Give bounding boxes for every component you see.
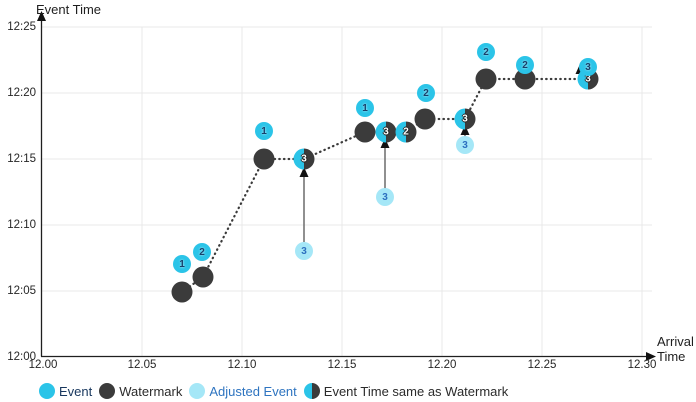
y-tick-label: 12:00 [7,351,36,363]
y-tick-label: 12:25 [7,21,36,33]
legend-label: Event [59,383,93,399]
x-tick-label: 12.25 [527,359,557,371]
event-dot-icon [39,383,55,399]
x-tick-label: 12.05 [127,359,157,371]
legend-label: Watermark [119,383,183,399]
x-tick-label: 12.00 [28,359,58,371]
same-dot-icon [303,383,320,399]
x-tick-label: 12.30 [627,359,657,371]
x-tick-label: 12.20 [427,359,457,371]
adjusted-dot-icon [189,383,206,399]
y-tick-label: 12:10 [7,219,36,231]
x-axis-title-line2: Time [657,349,686,364]
x-tick-label: 12.15 [327,359,357,371]
legend: Event Watermark Adjusted Event Event Time s… [39,383,508,399]
y-tick-label: 12:05 [7,285,36,297]
legend-label: Event Time same as Watermark [323,383,509,399]
legend-item-adjusted: Adjusted Event [189,383,297,399]
x-tick-label: 12.10 [227,359,257,371]
legend-item-same: Event Time same as Watermark [303,383,509,399]
y-axis-title: Event Time [36,2,102,17]
legend-item-event: Event [39,383,92,399]
x-axis-title: Arrival Time [657,334,694,364]
x-axis-title-line1: Arrival [657,334,694,349]
watermark-dot-icon [99,383,116,399]
legend-label: Adjusted Event [209,383,297,399]
y-tick-label: 12:15 [7,153,36,165]
y-tick-label: 12:20 [7,87,36,99]
legend-item-watermark: Watermark [99,383,182,399]
